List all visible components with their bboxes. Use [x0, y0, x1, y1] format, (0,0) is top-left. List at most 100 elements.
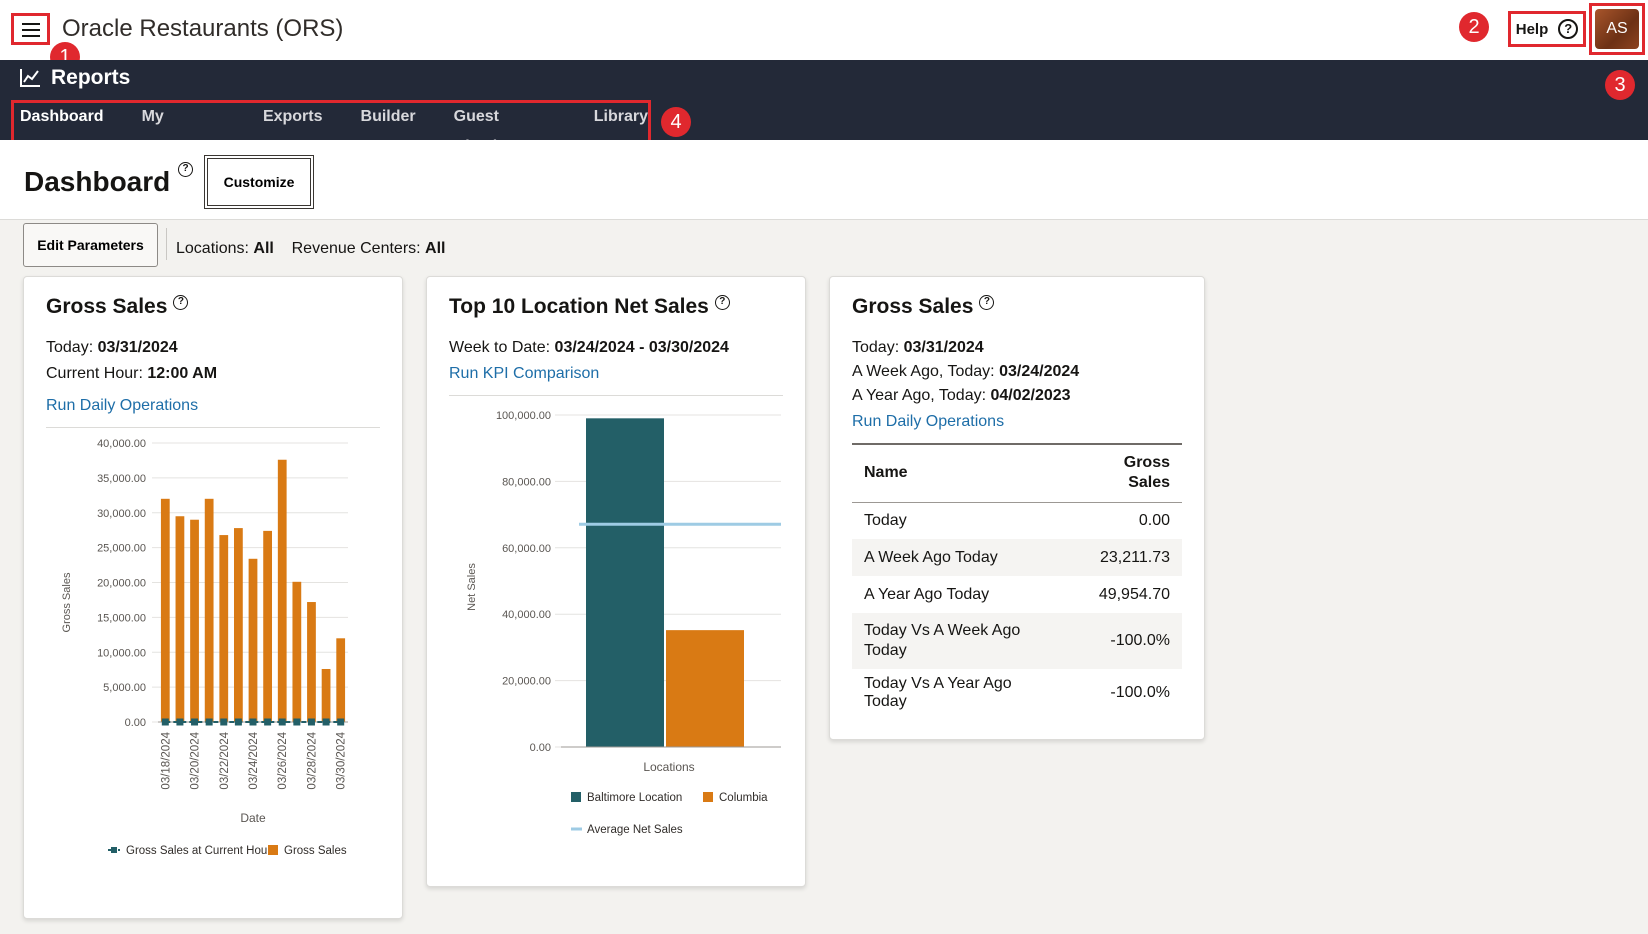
today-line: Today: 03/31/2024 [852, 339, 984, 357]
today-label: Today: [852, 339, 900, 356]
callout-badge-4: 4 [661, 107, 691, 137]
today-line: Today: 03/31/2024 [46, 339, 178, 357]
help-circle-icon[interactable]: ? [178, 162, 193, 177]
bar-gross-sales [175, 516, 185, 722]
x-axis-title: Locations [643, 760, 694, 774]
x-tick-label: 03/28/2024 [306, 731, 318, 789]
hamburger-menu-icon[interactable] [11, 13, 50, 45]
run-daily-operations-link[interactable]: Run Daily Operations [852, 413, 1005, 430]
legend-swatch-bar [571, 792, 581, 802]
net-sales-bar-chart: 0.00 20,000.00 40,000.00 60,000.00 80,000.00… [466, 410, 781, 836]
reports-header: Reports Dashboard My Reports Exports Bui… [0, 60, 1648, 155]
top10-net-sales-card: Top 10 Location Net Sales? Week to Date:… [426, 276, 806, 887]
current-hour-label: Current Hour: [46, 365, 143, 382]
help-icon: ? [1558, 19, 1579, 39]
bar-gross-sales [219, 535, 229, 722]
avatar: AS [1595, 9, 1639, 49]
tab-library[interactable]: Library [593, 108, 648, 125]
card-title-text: Gross Sales [852, 295, 974, 318]
callout-badge-2: 2 [1459, 12, 1489, 42]
legend-label: Baltimore Location [587, 792, 682, 804]
today-value: 03/31/2024 [97, 339, 178, 356]
legend-label: Gross Sales [284, 845, 347, 857]
x-tick-label: 03/30/2024 [336, 731, 348, 789]
line-chart-icon [20, 69, 40, 87]
table-header-row: Name Gross Sales [852, 443, 1182, 503]
card-title: Top 10 Location Net Sales? [449, 295, 730, 319]
bar-gross-sales [307, 602, 316, 722]
legend-swatch-point [111, 847, 117, 853]
column-header-name: Name [852, 443, 1052, 503]
y-tick-label: 25,000.00 [97, 543, 146, 555]
x-tick-label: 03/22/2024 [219, 731, 231, 789]
page-heading: Dashboard ? Customize [0, 140, 1648, 220]
run-kpi-comparison-link[interactable]: Run KPI Comparison [449, 365, 600, 382]
gross-sales-table: Name Gross Sales Today 0.00 A Week Ago T… [852, 443, 1182, 717]
module-title: Reports [51, 66, 131, 89]
divider [449, 395, 783, 396]
help-button[interactable]: Help ? [1508, 11, 1586, 47]
help-circle-icon[interactable]: ? [714, 295, 730, 310]
top-app-bar: 1 Oracle Restaurants (ORS) 2 Help ? AS 3 [0, 0, 1648, 100]
y-tick-label: 80,000.00 [502, 476, 551, 488]
app-title: Oracle Restaurants (ORS) [62, 15, 344, 42]
bar-gross-sales [190, 519, 199, 722]
tab-builder[interactable]: Builder [360, 108, 416, 125]
point-gross-sales-current-hour [191, 718, 199, 726]
legend-label: Gross Sales at Current Hour [126, 845, 271, 857]
x-axis-title: Date [240, 811, 266, 825]
y-tick-label: 5,000.00 [103, 682, 146, 694]
year-ago-line: A Year Ago, Today: 04/02/2023 [852, 387, 1071, 405]
week-to-date-label: Week to Date: [449, 339, 551, 356]
bar-gross-sales [321, 668, 331, 722]
reports-title: Reports [19, 66, 130, 90]
today-label: Today: [46, 339, 94, 356]
week-to-date-line: Week to Date: 03/24/2024 - 03/30/2024 [449, 339, 729, 357]
run-daily-operations-link[interactable]: Run Daily Operations [46, 397, 199, 414]
help-circle-icon[interactable]: ? [173, 295, 189, 310]
point-gross-sales-current-hour [337, 718, 345, 726]
row-value: 23,211.73 [1052, 539, 1182, 576]
locations-label: Locations: [176, 240, 249, 257]
point-gross-sales-current-hour [249, 718, 257, 726]
point-gross-sales-current-hour [161, 718, 169, 726]
y-tick-label: 20,000.00 [502, 676, 551, 688]
edit-parameters-button[interactable]: Edit Parameters [23, 223, 158, 267]
card-title-text: Gross Sales [46, 295, 168, 318]
y-tick-label: 10,000.00 [97, 647, 146, 659]
year-ago-label: A Year Ago, Today: [852, 387, 987, 404]
bar-gross-sales [160, 498, 170, 722]
row-name: Today Vs A Week Ago Today [852, 613, 1052, 669]
card-title: Gross Sales? [852, 295, 995, 319]
gross-sales-table-card: Gross Sales? Today: 03/31/2024 A Week Ag… [829, 276, 1205, 740]
x-tick-label: 03/20/2024 [190, 731, 202, 789]
y-tick-label: 40,000.00 [97, 438, 146, 450]
x-tick-label: 03/18/2024 [160, 731, 172, 789]
callout-badge-3: 3 [1605, 70, 1635, 100]
page-title: Dashboard [24, 166, 171, 197]
y-tick-label: 0.00 [530, 742, 551, 754]
user-avatar-button[interactable]: AS [1589, 3, 1645, 55]
legend-label: Columbia [719, 792, 768, 804]
y-tick-label: 20,000.00 [97, 578, 146, 590]
y-tick-label: 15,000.00 [97, 612, 146, 624]
card-title-text: Top 10 Location Net Sales [449, 295, 709, 318]
point-gross-sales-current-hour [205, 718, 213, 726]
table-row: Today 0.00 [852, 502, 1182, 539]
legend-swatch-bar [703, 792, 713, 802]
week-ago-value: 03/24/2024 [999, 363, 1080, 380]
revenue-centers-value: All [425, 240, 446, 257]
row-value: 49,954.70 [1098, 585, 1170, 603]
help-circle-icon[interactable]: ? [979, 295, 995, 310]
current-hour-line: Current Hour: 12:00 AM [46, 365, 217, 383]
bar-baltimore-location [586, 418, 664, 747]
x-tick-label: 03/26/2024 [277, 731, 289, 789]
bar-columbia [666, 630, 744, 747]
point-gross-sales-current-hour [234, 718, 242, 726]
y-tick-label: 100,000.00 [496, 410, 551, 422]
bar-gross-sales [204, 498, 214, 722]
customize-button[interactable]: Customize [204, 155, 314, 209]
card-title: Gross Sales? [46, 295, 189, 319]
tab-exports[interactable]: Exports [262, 108, 323, 125]
y-tick-label: 30,000.00 [97, 508, 146, 520]
